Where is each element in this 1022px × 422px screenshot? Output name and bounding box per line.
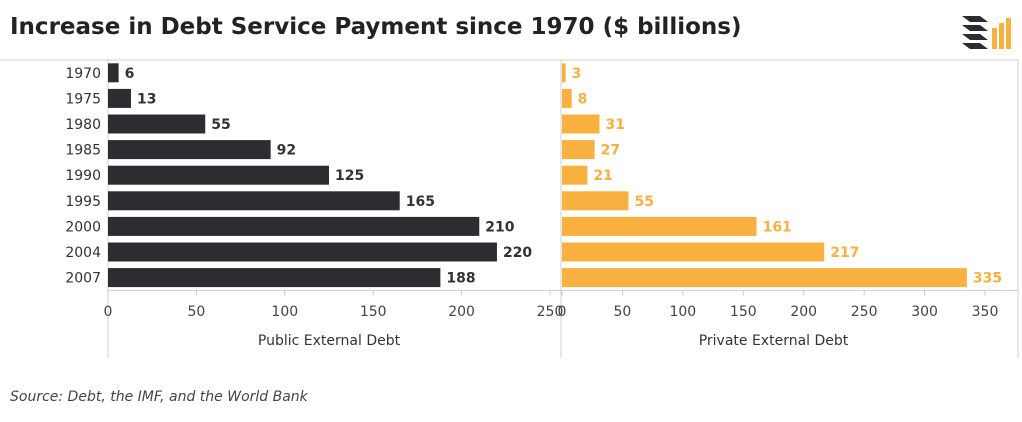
private-tick-label-150: 150: [730, 304, 757, 320]
public-value-label-1975: 13: [137, 91, 156, 107]
public-value-label-1970: 6: [125, 66, 135, 82]
public-value-label-2007: 188: [446, 271, 475, 287]
chart-frame: [0, 59, 1019, 358]
year-label-1985: 1985: [65, 143, 101, 159]
private-debt-panel: 3 8 31 27 21 55 161 217 335 0 50 100 150 200 250 300 350…: [558, 63, 1002, 349]
public-value-label-1980: 55: [211, 117, 230, 133]
public-bar-1975: [108, 88, 131, 108]
public-tick-label-250: 250: [537, 304, 564, 320]
private-value-label-2004: 217: [830, 245, 859, 261]
private-bar-1975: [562, 88, 572, 108]
private-value-label-1970: 3: [572, 66, 582, 82]
private-tick-label-50: 50: [614, 304, 632, 320]
public-bar-2004: [108, 242, 497, 262]
year-label-2004: 2004: [65, 245, 101, 261]
public-value-label-2004: 220: [503, 245, 532, 261]
public-tick-label-50: 50: [187, 304, 205, 320]
private-value-label-1990: 21: [593, 168, 612, 184]
private-bar-2000: [562, 216, 757, 236]
private-bar-1980: [562, 114, 600, 134]
public-value-label-1985: 92: [277, 143, 296, 159]
public-bar-2000: [108, 216, 480, 236]
private-bar-2004: [562, 242, 825, 262]
public-bar-1985: [108, 140, 271, 160]
private-tick-label-200: 200: [790, 304, 817, 320]
public-bar-2007: [108, 268, 441, 288]
year-label-1975: 1975: [65, 91, 101, 107]
public-tick-label-0: 0: [104, 304, 113, 320]
year-label-1995: 1995: [65, 194, 101, 210]
year-label-1990: 1990: [65, 168, 101, 184]
year-label-2000: 2000: [65, 219, 101, 235]
private-value-label-1995: 55: [634, 194, 653, 210]
public-tick-label-100: 100: [271, 304, 298, 320]
public-debt-panel: 613 55 92 125 165 210 220 188 0 50 100 150 200 250 Pub…: [104, 63, 564, 349]
private-bar-1990: [562, 165, 588, 185]
public-axis-title: Public External Debt: [258, 333, 401, 349]
private-tick-label-350: 350: [972, 304, 999, 320]
private-tick-label-250: 250: [851, 304, 878, 320]
public-tick-label-150: 150: [360, 304, 387, 320]
private-bar-2007: [562, 268, 967, 288]
private-bar-1995: [562, 191, 629, 211]
private-value-label-1985: 27: [601, 143, 620, 159]
private-tick-label-100: 100: [669, 304, 696, 320]
private-value-label-1975: 8: [578, 91, 588, 107]
public-bar-1970: [108, 63, 119, 83]
brand-logo-icon: [962, 16, 1011, 49]
chart-title: Increase in Debt Service Payment since 1…: [10, 14, 742, 40]
public-bar-1990: [108, 165, 329, 185]
year-label-1970: 1970: [65, 66, 101, 82]
source-note: Source: Debt, the IMF, and the World Ban…: [10, 389, 308, 405]
private-tick-label-300: 300: [911, 304, 938, 320]
public-bar-1980: [108, 114, 206, 134]
public-tick-label-200: 200: [448, 304, 475, 320]
year-axis: 1970 1975 1980 1985 1990 1995 2000 2004 2007: [65, 66, 101, 287]
public-bar-1995: [108, 191, 400, 211]
private-axis-title: Private External Debt: [699, 333, 849, 349]
year-label-2007: 2007: [65, 271, 101, 287]
private-value-label-2007: 335: [973, 271, 1002, 287]
year-label-1980: 1980: [65, 117, 101, 133]
private-bar-1985: [562, 140, 595, 160]
private-bar-1970: [562, 63, 566, 83]
private-value-label-1980: 31: [605, 117, 624, 133]
public-value-label-1995: 165: [406, 194, 435, 210]
private-value-label-2000: 161: [763, 219, 792, 235]
public-value-label-2000: 210: [485, 219, 514, 235]
public-value-label-1990: 125: [335, 168, 364, 184]
private-tick-label-0: 0: [558, 304, 567, 320]
